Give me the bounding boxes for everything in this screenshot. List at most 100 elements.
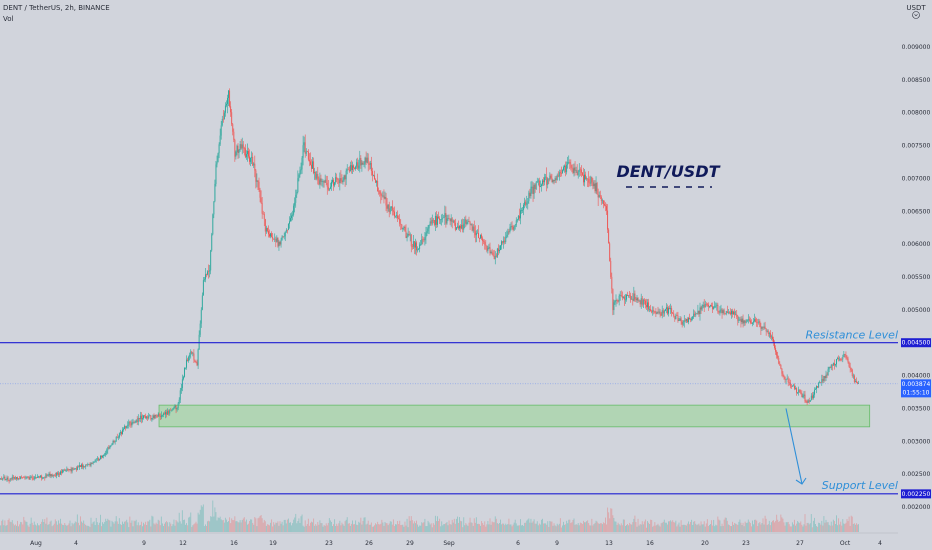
volume-bar: [49, 521, 51, 532]
volume-bar: [18, 526, 19, 532]
candle-body: [536, 181, 538, 183]
candle-body: [229, 90, 231, 107]
price-axis-ticks: 0.0090000.0085000.0080000.0075000.007000…: [902, 44, 931, 511]
volume-bar: [511, 526, 513, 532]
volume-bar: [478, 523, 479, 532]
candle-body: [166, 412, 168, 415]
candle-body: [671, 308, 673, 313]
scale-toggle-button[interactable]: [912, 11, 920, 19]
candle-body: [56, 472, 58, 475]
volume-bar: [126, 519, 128, 532]
candle-body: [856, 381, 857, 383]
volume-bar: [283, 519, 285, 532]
volume-bar: [727, 524, 729, 532]
volume-bar: [159, 525, 161, 532]
candle-body: [761, 327, 763, 329]
candle-body: [51, 474, 53, 477]
volume-bar: [327, 522, 329, 532]
last-price-tag-bg: [901, 379, 931, 398]
volume-bar: [411, 520, 413, 532]
candle-body: [670, 308, 672, 310]
volume-bar: [205, 524, 206, 532]
volume-bar: [818, 522, 820, 532]
volume-bar: [357, 525, 359, 532]
candle-body: [388, 204, 390, 213]
volume-bar: [392, 519, 394, 532]
candle-body: [676, 315, 678, 317]
volume-bar: [745, 522, 747, 532]
candle-body: [548, 178, 550, 180]
candle-body: [376, 180, 378, 183]
volume-bar: [441, 521, 443, 532]
volume-bar: [82, 522, 84, 532]
candle-body: [783, 376, 785, 377]
candle-body: [520, 210, 521, 219]
candle-body: [679, 318, 681, 321]
candle-body: [316, 174, 318, 179]
candle-body: [570, 163, 572, 168]
candle-body: [407, 233, 409, 237]
candle-body: [857, 382, 858, 384]
candle-body: [483, 241, 485, 242]
candle-body: [584, 174, 585, 183]
candle-body: [304, 142, 306, 154]
candle-body: [65, 470, 67, 472]
candle-body: [243, 148, 245, 149]
projection-arrow[interactable]: [785, 408, 807, 485]
time-axis[interactable]: Aug 4 9 12 16 19 23 26 29 Sep 6 9 13 16 20 23 27 Oct 4: [0, 532, 898, 547]
volume-bar: [376, 524, 378, 532]
candle-body: [661, 310, 663, 316]
support-zone-box[interactable]: [158, 404, 871, 428]
volume-bar: [853, 523, 855, 532]
candle-body: [158, 414, 160, 417]
volume-bar: [580, 523, 582, 532]
volume-bar: [328, 518, 330, 532]
candle-body: [153, 415, 155, 419]
candle-body: [135, 420, 137, 423]
candle-body: [55, 472, 57, 476]
candle-body: [549, 175, 551, 180]
volume-bar: [12, 523, 14, 532]
symbol-legend[interactable]: DENT / TetherUS, 2h, BINANCE: [3, 4, 110, 12]
candle-body: [360, 158, 362, 166]
volume-legend[interactable]: Vol: [3, 15, 14, 23]
candle-body: [785, 379, 787, 380]
volume-bar: [823, 516, 825, 532]
candle-body: [335, 177, 337, 183]
candle-body: [207, 271, 208, 275]
candle-body: [263, 214, 265, 220]
candle-body: [178, 399, 180, 404]
candle-body: [458, 226, 459, 229]
candle-body: [441, 218, 443, 220]
volume-bar: [664, 522, 666, 532]
volume-bar: [668, 521, 669, 532]
volume-bar: [362, 520, 364, 532]
volume-bar: [368, 524, 370, 532]
volume-bar: [293, 519, 295, 532]
candle-body: [462, 224, 464, 230]
volume-bar: [280, 523, 282, 532]
candle-body: [586, 178, 588, 180]
volume-bar: [169, 522, 171, 532]
volume-bar: [418, 526, 420, 532]
volume-bar: [224, 517, 226, 532]
candle-body: [190, 351, 192, 355]
volume-bar: [459, 517, 460, 532]
price-axis[interactable]: 0.0090000.0085000.0080000.0075000.007000…: [898, 0, 932, 550]
volume-bar: [604, 523, 605, 532]
candle-body: [781, 368, 783, 374]
candle-body: [668, 308, 669, 314]
volume-bar: [430, 523, 432, 532]
candle-body: [447, 218, 449, 220]
volume-bar: [252, 522, 254, 532]
candle-body: [780, 364, 782, 369]
candle-body: [107, 447, 109, 451]
candle-body: [68, 469, 70, 471]
volume-bar: [633, 518, 635, 532]
volume-bar: [366, 523, 368, 532]
volume-bar: [6, 524, 8, 532]
candle-body: [143, 415, 144, 419]
candle-body: [767, 330, 769, 334]
candle-body: [129, 421, 131, 423]
volume-bar: [223, 522, 225, 532]
